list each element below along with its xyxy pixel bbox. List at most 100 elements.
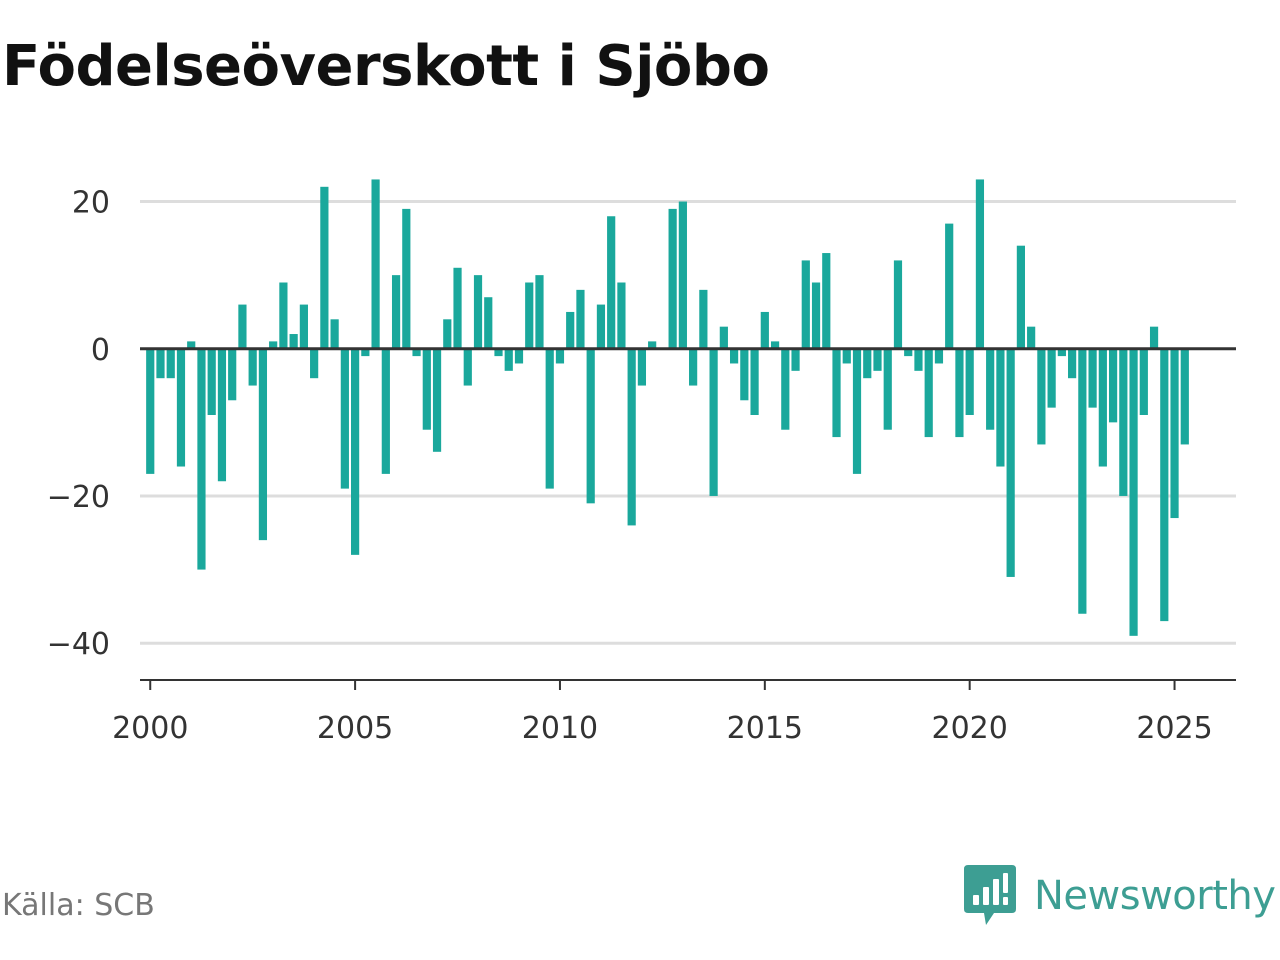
bar [852,348,862,474]
bar [391,275,401,349]
bar [484,297,493,349]
bar [801,260,810,349]
bar [965,348,974,415]
bar [1016,245,1025,349]
x-tick-label: 2005 [317,711,393,746]
bar [269,341,278,349]
bar [238,304,247,349]
bar [1108,348,1118,423]
bar [504,348,513,371]
bar [617,282,626,349]
bar [945,223,954,349]
bar [535,275,544,349]
bar [289,334,298,349]
bar [432,348,442,452]
bar [463,348,472,386]
bar [1180,348,1189,445]
bar [443,319,452,349]
bar [545,348,554,489]
bar [986,348,995,430]
bar [924,348,933,438]
bar [668,208,677,349]
bar [996,348,1005,467]
bar [1139,348,1148,415]
bar [914,348,923,371]
bar [207,348,216,415]
bar [299,304,308,349]
bar [197,348,206,570]
bar [146,348,155,474]
bar [1119,348,1128,496]
x-tick-label: 2010 [522,711,598,746]
y-tick-label: −40 [47,627,110,662]
bar [904,348,913,357]
bar [412,348,421,357]
bar [166,348,175,379]
bar [217,348,227,482]
bar [842,348,851,364]
bar [729,348,739,364]
bar [873,348,882,371]
bar [576,289,585,349]
y-tick-label: 0 [91,333,110,368]
bar [1160,348,1169,622]
bar [320,186,329,349]
bar [678,201,687,349]
bar [228,348,237,401]
x-axis: 2000 2005 2010 2015 2020 2025 [112,680,1213,746]
bar [1006,348,1015,577]
bar [760,311,769,349]
source-note: Källa: SCB [2,888,155,923]
bar [402,208,411,349]
bar [1088,348,1097,408]
bar [648,341,657,349]
bar [310,348,319,379]
newsworthy-logo-icon [964,865,1016,925]
bar [494,348,503,357]
y-tick-label: −20 [47,480,110,515]
bar [566,311,575,349]
bar [607,216,616,349]
bar [1149,326,1159,349]
bar [596,304,606,349]
bar [934,348,944,364]
bar [699,289,708,349]
bar [1027,326,1036,349]
bar [1068,348,1077,379]
bar [351,348,360,555]
bar [811,282,821,349]
bar [791,348,800,371]
bar [525,282,534,349]
bar [555,348,565,364]
bar [627,348,636,526]
y-tick-label: 20 [72,186,110,221]
bar [709,348,718,496]
bar [1129,348,1138,636]
bar [371,179,380,349]
bar [361,348,370,357]
bar [156,348,165,379]
bar [1037,348,1046,445]
bar [832,348,841,438]
bar [187,341,196,349]
bar [955,348,964,438]
bars [146,179,1189,636]
bar [975,179,985,349]
bar [340,348,349,489]
brand-name: Newsworthy [1034,873,1276,919]
y-axis: 20 0 −20 −40 [47,186,110,663]
bar [586,348,595,504]
x-tick-label: 2025 [1136,711,1212,746]
bar [258,348,268,541]
bar [883,348,892,430]
bar [822,253,831,349]
bar [740,348,749,401]
bar [1047,348,1056,408]
page-title: Födelseöverskott i Sjöbo [2,34,770,99]
bar [893,260,903,349]
bar [1170,348,1179,519]
bar [689,348,698,386]
bar [473,275,483,349]
bar [422,348,431,430]
gridlines [140,200,1236,645]
